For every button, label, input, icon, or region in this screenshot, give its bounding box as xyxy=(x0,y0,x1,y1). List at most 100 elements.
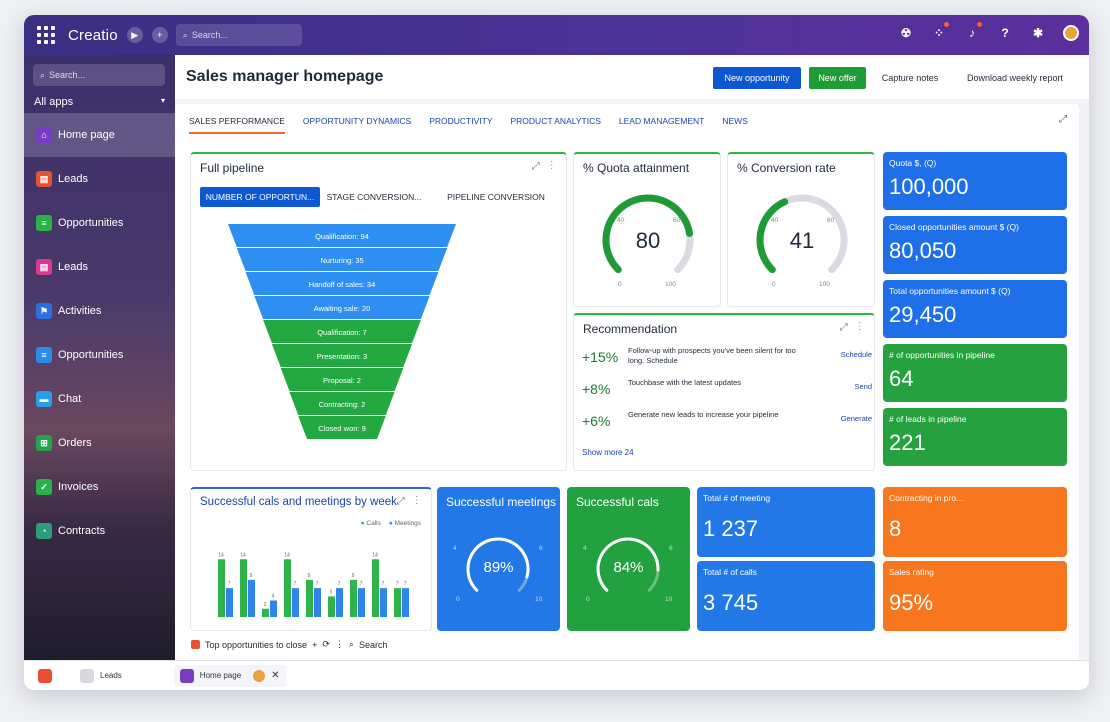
bar-meetings xyxy=(380,588,387,617)
funnel-stage-label: Qualification: 7 xyxy=(317,328,367,337)
sidebar-item-opportunities[interactable]: ≡ Opportunities xyxy=(24,333,175,377)
kpi-tile: Closed opportunities amount $ (Q) 80,050 xyxy=(883,216,1067,274)
recommendation-card: Recommendation ⤢ ⋮ +15% Follow-up with p… xyxy=(573,313,875,471)
chart-legend: ● Calls ● Meetings xyxy=(361,520,421,527)
funnel-stage-label: Contracting: 2 xyxy=(318,400,366,409)
page-title: Sales manager homepage xyxy=(186,68,384,85)
task-home[interactable]: Home page ✕ xyxy=(173,664,286,687)
top-opportunities-bar: Top opportunities to close + ⟳ ⋮ ⌕ Searc… xyxy=(191,639,387,650)
bar-calls xyxy=(218,559,225,617)
top-opportunities-search[interactable]: Search xyxy=(358,639,388,650)
successful-calls-tile: Successful cals 84% 0 4 6 10 xyxy=(567,487,690,631)
task-leads-label: Leads xyxy=(100,671,122,680)
tab-sales-performance[interactable]: SALES PERFORMANCE xyxy=(189,104,285,138)
show-more-link[interactable]: Show more 24 xyxy=(582,448,634,457)
close-icon[interactable]: ✕ xyxy=(271,670,280,681)
top-search-input[interactable]: ⌕ Search... xyxy=(175,24,302,46)
tab-lead-management[interactable]: LEAD MANAGEMENT xyxy=(618,116,705,126)
rec-action-link[interactable]: Schedule xyxy=(840,350,872,359)
rec-action-link[interactable]: Send xyxy=(854,382,872,391)
avatar[interactable] xyxy=(1063,25,1079,41)
rec-action-link[interactable]: Generate xyxy=(840,414,872,423)
card-menu-icon[interactable]: ⤢ ⋮ xyxy=(839,322,865,333)
tab-productivity[interactable]: PRODUCTIVITY xyxy=(429,116,493,126)
sidebar: ⌕ Search... All apps ▾ ⌂ Home page ▤ Leads ≡… xyxy=(24,55,175,660)
rec-text: Follow-up with prospects you've been sil… xyxy=(628,346,796,365)
download-report-button[interactable]: Download weekly report xyxy=(966,73,1064,83)
dashboard-tabs: SALES PERFORMANCE OPPORTUNITY DYNAMICS PRO… xyxy=(175,104,1079,138)
segment-number[interactable]: NUMBER OF OPPORTUN... xyxy=(200,187,320,207)
quota-tick-min: 0 xyxy=(618,281,622,288)
invoice-icon: ✓ xyxy=(36,479,52,495)
sidebar-item-chat[interactable]: ▬ Chat xyxy=(24,377,175,421)
sidebar-item-activities[interactable]: ⚑ Activities xyxy=(24,289,175,333)
bar-calls xyxy=(262,608,269,617)
segment-stage[interactable]: STAGE CONVERSION... xyxy=(326,192,422,202)
sidebar-item-invoices[interactable]: ✓ Invoices xyxy=(24,465,175,509)
card-menu-icon[interactable]: ⤢ ⋮ xyxy=(531,161,557,172)
tab-opportunity-dynamics[interactable]: OPPORTUNITY DYNAMICS xyxy=(302,116,412,126)
bar-meetings xyxy=(248,579,255,617)
search-icon[interactable]: ⌕ xyxy=(348,639,354,649)
contracting-label: Contracting in pro... xyxy=(889,493,964,503)
conversion-tick-max: 100 xyxy=(819,281,830,288)
funnel-stage xyxy=(289,392,395,415)
brand-logo[interactable]: Creatio xyxy=(68,26,118,44)
new-opportunity-button[interactable]: New opportunity xyxy=(713,67,801,89)
avatar xyxy=(253,669,266,682)
gear-icon[interactable]: ✱ xyxy=(1032,26,1044,40)
conversion-tick-60: 60 xyxy=(827,217,835,224)
funnel-chart xyxy=(228,224,456,439)
capture-notes-button[interactable]: Capture notes xyxy=(881,73,939,83)
sidebar-search-input[interactable]: ⌕ Search... xyxy=(33,64,165,86)
bar-calls xyxy=(394,588,401,617)
funnel-stage-label: Presentation: 3 xyxy=(316,352,368,361)
bell-icon[interactable]: ♪ xyxy=(964,22,982,41)
funnel-stage xyxy=(263,320,421,343)
add-icon[interactable]: + xyxy=(312,639,318,650)
total-meetings-tile: Total # of meeting 1 237 xyxy=(697,487,875,557)
task-leads[interactable]: Leads xyxy=(74,665,128,687)
segment-pipeline[interactable]: PIPELINE CONVERSION xyxy=(447,192,545,202)
sidebar-item-label: Invoices xyxy=(58,481,99,493)
more-icon[interactable]: ⋮ xyxy=(334,639,344,649)
cart-icon: ⊞ xyxy=(36,435,52,451)
sidebar-item-orders[interactable]: ⊞ Orders xyxy=(24,421,175,465)
funnel-stage xyxy=(236,248,448,271)
sidebar-item-leads[interactable]: ▤ Leads xyxy=(24,245,175,289)
tab-news[interactable]: NEWS xyxy=(722,116,748,126)
help-icon[interactable]: ? xyxy=(1001,26,1009,40)
quota-card: % Quota attainment 80 0 40 60 100 xyxy=(573,152,721,307)
app-grid-icon[interactable] xyxy=(36,25,56,45)
tab-product-analytics[interactable]: PRODUCT ANALYTICS xyxy=(510,116,601,126)
calls-tick-6: 6 xyxy=(669,545,673,552)
sidebar-item-home-page[interactable]: ⌂ Home page xyxy=(24,113,175,157)
bar-label: 9 xyxy=(352,573,355,579)
bar-label: 7 xyxy=(404,581,407,587)
all-apps-dropdown[interactable]: All apps ▾ xyxy=(34,96,165,108)
apps-grid-icon[interactable]: ⁘ xyxy=(931,22,949,41)
quota-value: 80 xyxy=(635,228,661,253)
plus-icon[interactable]: + xyxy=(151,27,168,43)
refresh-icon[interactable]: ⟳ xyxy=(322,639,330,649)
leads-icon xyxy=(80,668,94,683)
sidebar-item-opportunities[interactable]: ≡ Opportunities xyxy=(24,201,175,245)
card-menu-icon[interactable]: ⤢ ⋮ xyxy=(396,496,422,507)
rec-percent: +15% xyxy=(582,349,619,365)
dashboard-content: Full pipeline ⤢ ⋮ NUMBER OF OPPORTUN... … xyxy=(175,138,1079,660)
kpi-value: 100,000 xyxy=(889,174,969,199)
bar-meetings xyxy=(292,588,299,617)
task-creatio[interactable] xyxy=(32,665,64,687)
bar-meetings xyxy=(270,600,277,617)
expand-icon[interactable]: ⤢ xyxy=(1059,114,1067,125)
rec-text: Touchbase with the latest updates xyxy=(628,378,741,387)
new-offer-button[interactable]: New offer xyxy=(809,67,866,89)
sidebar-item-label: Activities xyxy=(58,305,102,317)
kpi-tile: # of leads in pipeline 221 xyxy=(883,408,1067,466)
sidebar-item-leads[interactable]: ▤ Leads xyxy=(24,157,175,201)
rec-percent: +6% xyxy=(582,413,611,429)
sidebar-item-contracts[interactable]: ◔ Contracts xyxy=(24,509,175,553)
bar-label: 14 xyxy=(284,552,290,558)
ai-assistant-icon[interactable]: ☢ xyxy=(900,26,912,40)
play-icon[interactable]: ▶ xyxy=(126,27,143,43)
